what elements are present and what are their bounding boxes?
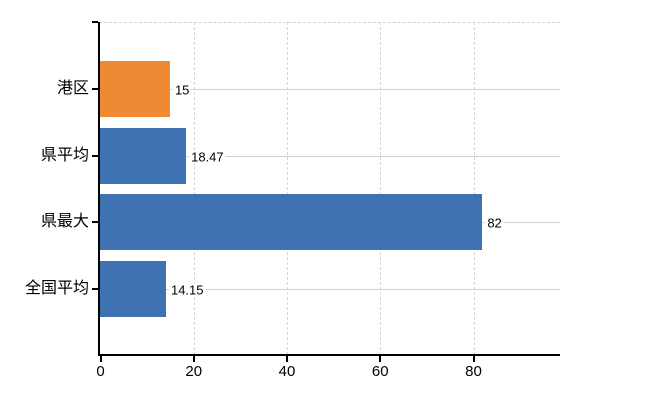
y-tick <box>92 154 98 157</box>
x-axis-line <box>98 354 560 356</box>
value-label: 18.47 <box>189 149 226 164</box>
category-label: 全国平均 <box>24 279 89 297</box>
value-label: 14.15 <box>168 282 206 297</box>
bar <box>100 194 483 250</box>
h-gridline <box>98 155 560 157</box>
bar <box>100 260 166 317</box>
v-gridline <box>193 22 195 355</box>
category-label: 県最大 <box>40 213 89 230</box>
x-tick-label: 20 <box>185 363 203 380</box>
v-gridline <box>287 22 288 355</box>
value-label: 15 <box>172 82 192 98</box>
plot-top-border <box>98 22 560 23</box>
category-label: 港区 <box>56 80 89 97</box>
y-tick <box>92 88 98 90</box>
x-tick-label: 40 <box>278 363 296 380</box>
y-tick <box>92 287 98 290</box>
h-gridline <box>98 288 560 290</box>
bar <box>100 61 170 117</box>
x-tick-label: 80 <box>465 363 482 380</box>
category-label: 県平均 <box>40 146 89 164</box>
v-gridline <box>380 22 382 355</box>
x-tick <box>286 356 288 362</box>
x-tick <box>472 356 475 362</box>
x-tick <box>99 356 102 362</box>
value-label: 82 <box>485 215 504 231</box>
y-axis-top-tick <box>92 21 98 23</box>
x-tick <box>192 356 195 362</box>
v-gridline <box>473 22 475 355</box>
x-tick <box>379 356 382 362</box>
x-tick-label: 60 <box>371 363 389 380</box>
y-tick <box>92 221 98 223</box>
h-gridline <box>98 89 560 90</box>
y-axis-line <box>98 22 100 356</box>
bar <box>100 127 187 184</box>
x-tick-label: 0 <box>96 363 105 380</box>
